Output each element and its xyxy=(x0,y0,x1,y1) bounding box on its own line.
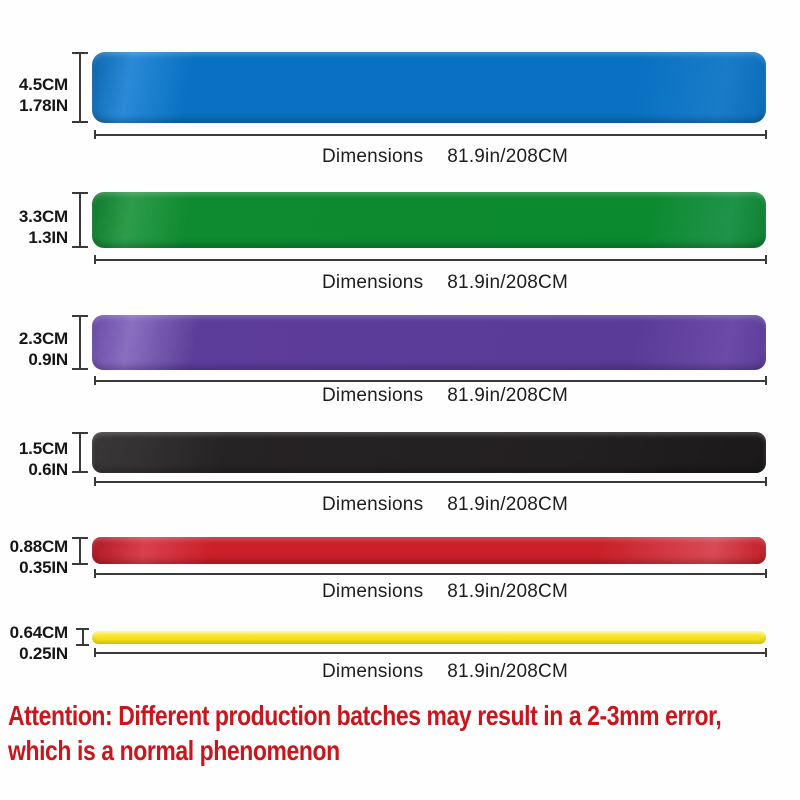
length-dimension-line-black xyxy=(94,477,767,486)
dimensions-caption-purple: Dimensions 81.9in/208CM xyxy=(92,385,766,407)
dimensions-value: 81.9in/208CM xyxy=(447,494,568,515)
dimensions-value: 81.9in/208CM xyxy=(447,146,568,167)
thickness-cm: 0.64CM xyxy=(9,623,69,642)
thickness-marker-green xyxy=(72,192,88,248)
thickness-cm: 2.3CM xyxy=(18,329,68,348)
thickness-marker-blue xyxy=(72,52,88,123)
thickness-marker-purple xyxy=(72,315,88,370)
dimensions-label: Dimensions xyxy=(322,661,424,682)
band-red xyxy=(92,537,766,564)
thickness-in: 0.9IN xyxy=(28,350,68,369)
dimensions-label: Dimensions xyxy=(322,581,424,602)
dimensions-caption-red: Dimensions 81.9in/208CM xyxy=(92,581,766,603)
thickness-label-yellow: 0.64CM 0.25IN xyxy=(4,622,69,664)
length-dimension-line-purple xyxy=(94,376,767,385)
dimensions-caption-black: Dimensions 81.9in/208CM xyxy=(92,494,766,516)
dimensions-value: 81.9in/208CM xyxy=(447,581,568,602)
dimensions-label: Dimensions xyxy=(322,146,424,167)
thickness-label-black: 1.5CM 0.6IN xyxy=(4,438,68,480)
thickness-in: 0.35IN xyxy=(19,558,68,577)
band-green xyxy=(92,192,766,248)
attention-note-line2: which is a normal phenomenon xyxy=(8,735,340,766)
thickness-marker-black xyxy=(72,432,88,473)
thickness-marker-red xyxy=(72,537,88,565)
thickness-label-blue: 4.5CM 1.78IN xyxy=(4,74,68,116)
thickness-cm: 3.3CM xyxy=(18,207,68,226)
band-yellow xyxy=(92,631,766,644)
dimensions-caption-blue: Dimensions 81.9in/208CM xyxy=(92,146,766,168)
dimensions-label: Dimensions xyxy=(322,272,424,293)
length-dimension-line-yellow xyxy=(94,648,767,657)
thickness-label-red: 0.88CM 0.35IN xyxy=(4,536,69,578)
thickness-in: 0.25IN xyxy=(19,644,68,663)
dimensions-caption-yellow: Dimensions 81.9in/208CM xyxy=(92,661,766,683)
thickness-label-purple: 2.3CM 0.9IN xyxy=(4,328,68,370)
attention-note-line1: Attention: Different production batches … xyxy=(8,700,722,731)
thickness-in: 0.6IN xyxy=(28,460,68,479)
thickness-cm: 1.5CM xyxy=(18,439,68,458)
band-black xyxy=(92,432,766,473)
thickness-in: 1.78IN xyxy=(19,96,68,115)
thickness-label-green: 3.3CM 1.3IN xyxy=(4,206,68,248)
attention-note: Attention: Different production batches … xyxy=(8,698,800,768)
dimensions-label: Dimensions xyxy=(322,385,424,406)
band-blue xyxy=(92,52,766,123)
band-purple xyxy=(92,315,766,370)
length-dimension-line-blue xyxy=(94,130,767,139)
dimensions-caption-green: Dimensions 81.9in/208CM xyxy=(92,272,766,294)
dimensions-value: 81.9in/208CM xyxy=(447,272,568,293)
thickness-cm: 4.5CM xyxy=(18,75,68,94)
thickness-marker-yellow xyxy=(76,628,89,646)
dimensions-value: 81.9in/208CM xyxy=(447,385,568,406)
dimensions-label: Dimensions xyxy=(322,494,424,515)
dimensions-value: 81.9in/208CM xyxy=(447,661,568,682)
thickness-in: 1.3IN xyxy=(28,228,68,247)
length-dimension-line-green xyxy=(94,255,767,264)
thickness-cm: 0.88CM xyxy=(9,537,69,556)
length-dimension-line-red xyxy=(94,569,767,578)
